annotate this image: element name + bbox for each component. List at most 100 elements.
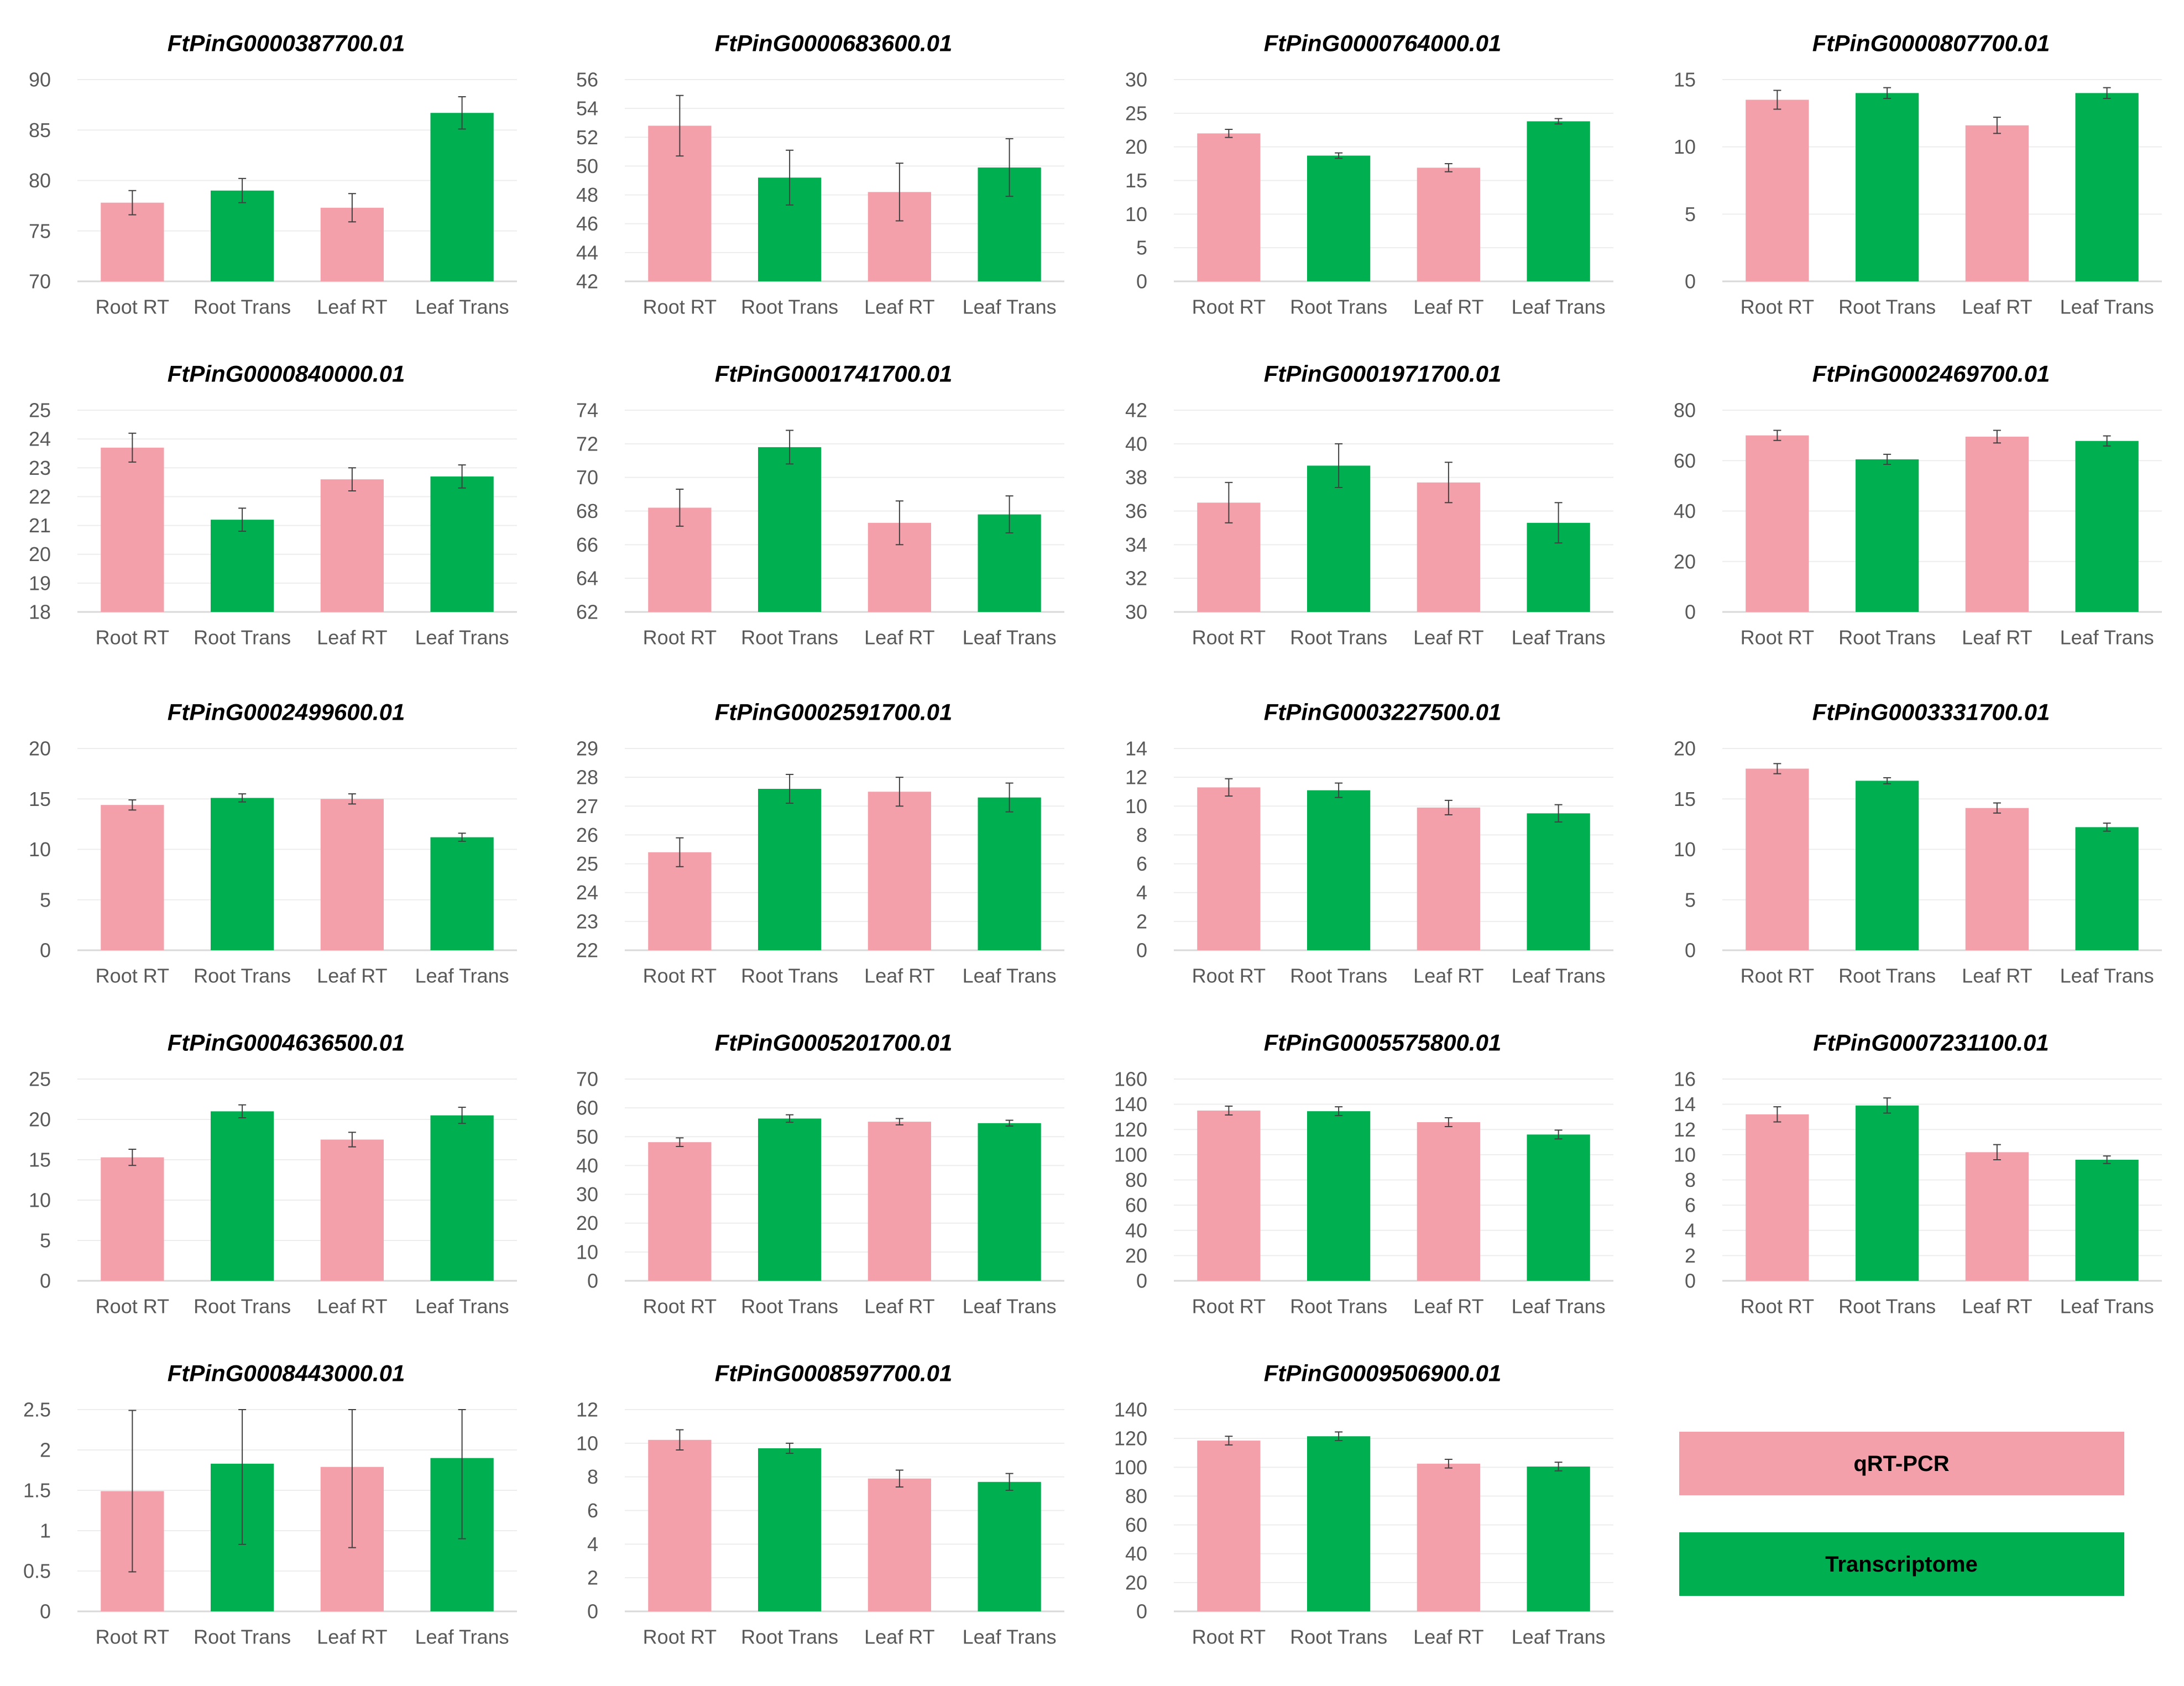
y-tick-label: 5 [40,888,51,911]
y-tick-label: 8 [587,1465,598,1488]
x-tick-label: Leaf Trans [963,296,1057,318]
y-tick-label: 68 [576,500,598,522]
y-tick-label: 0 [1685,601,1696,624]
y-tick-label: 10 [1674,838,1696,861]
chart-panel: 0 10 20 30 40 50 60 70 Root RT Root Trans Leaf RT L… [576,1030,1064,1318]
y-tick-label: 90 [29,69,51,91]
y-tick-label: 12 [576,1399,598,1421]
y-tick-label: 5 [1685,203,1696,226]
x-tick-label: Leaf Trans [2060,965,2154,987]
bar-leaf-trans [2075,93,2139,282]
x-tick-label: Root RT [643,1626,717,1648]
bar-root-rt [1746,100,1809,281]
bar-root-rt [1197,1441,1261,1611]
y-tick-label: 10 [576,1240,598,1263]
bar-leaf-rt [868,1478,932,1611]
x-tick-label: Root RT [96,296,169,318]
bar-leaf-rt [320,1139,384,1281]
y-tick-label: 44 [576,241,598,264]
x-tick-label: Leaf RT [1413,296,1483,318]
y-tick-label: 0 [1136,270,1147,293]
y-tick-label: 12 [1125,766,1147,789]
y-tick-label: 23 [29,457,51,479]
bar-leaf-trans [1527,121,1590,281]
bar-root-trans [210,190,274,281]
chart-panel: 62 64 66 68 70 72 74 Root RT Root Trans Leaf RT Le… [576,361,1064,649]
y-tick-label: 4 [587,1533,598,1556]
chart-title: FtPinG0003227500.01 [1264,699,1502,725]
x-tick-label: Leaf Trans [963,1295,1057,1318]
x-tick-label: Root Trans [194,965,291,987]
y-tick-label: 15 [1674,69,1696,91]
x-tick-label: Leaf Trans [1512,626,1606,649]
chart-title: FtPinG0005575800.01 [1264,1030,1502,1056]
y-tick-label: 6 [587,1499,598,1522]
bar-leaf-rt [1965,125,2029,281]
y-tick-label: 40 [1125,432,1147,455]
chart-panel: 70 75 80 85 90 Root RT Root Trans Leaf RT Leaf T… [29,30,517,318]
bar-leaf-trans [2075,827,2139,950]
y-tick-label: 1 [40,1520,51,1542]
y-tick-label: 25 [576,852,598,875]
y-tick-label: 6 [1685,1194,1696,1217]
x-tick-label: Root Trans [194,1295,291,1318]
y-tick-label: 70 [576,466,598,489]
x-tick-label: Leaf Trans [2060,1295,2154,1318]
x-tick-label: Leaf Trans [1512,1295,1606,1318]
bar-leaf-rt [1965,1152,2029,1281]
x-tick-label: Leaf Trans [1512,1626,1606,1648]
bar-root-rt [101,1157,164,1281]
y-tick-label: 2 [1136,910,1147,933]
bar-leaf-rt [868,1122,932,1281]
bar-leaf-trans [430,1115,494,1281]
chart-title: FtPinG0002591700.01 [715,699,953,725]
x-tick-label: Leaf RT [864,1626,934,1648]
y-tick-label: 20 [1125,1571,1147,1594]
legend-swatch-transcriptome [1679,1532,2124,1596]
y-tick-label: 25 [29,1068,51,1091]
chart-panel: 0 5 10 15 20 Root RT Root Trans Leaf RT Leaf Tra… [29,699,517,987]
chart-title: FtPinG0003331700.01 [1812,699,2050,725]
y-tick-label: 4 [1136,881,1147,904]
y-tick-label: 54 [576,97,598,120]
x-tick-label: Leaf RT [864,626,934,649]
y-tick-label: 120 [1114,1427,1147,1450]
chart-title: FtPinG0002469700.01 [1812,361,2050,387]
chart-title: FtPinG0008443000.01 [168,1360,405,1386]
x-tick-label: Root Trans [741,1626,838,1648]
bar-leaf-rt [1417,1463,1481,1611]
y-tick-label: 0 [1685,939,1696,962]
y-tick-label: 20 [1674,550,1696,573]
bar-root-rt [101,805,164,950]
x-tick-label: Root RT [96,965,169,987]
y-tick-label: 0 [40,1600,51,1623]
x-tick-label: Root Trans [194,626,291,649]
y-tick-label: 0 [587,1600,598,1623]
y-tick-label: 20 [1125,1244,1147,1267]
x-tick-label: Root RT [1192,626,1266,649]
chart-panel: 42 44 46 48 50 52 54 56 Root RT Root Trans Leaf RT… [576,30,1064,318]
bar-root-rt [648,852,712,950]
chart-title: FtPinG0002499600.01 [168,699,405,725]
y-tick-label: 120 [1114,1118,1147,1141]
chart-panel: 0 5 10 15 20 25 Root RT Root Trans Leaf RT Leaf T… [29,1030,517,1318]
x-tick-label: Leaf RT [864,296,934,318]
y-tick-label: 20 [576,1212,598,1234]
x-tick-label: Root RT [643,626,717,649]
x-tick-label: Root Trans [741,626,838,649]
y-tick-label: 0 [1136,1270,1147,1292]
bar-root-trans [757,789,822,950]
y-tick-label: 46 [576,212,598,235]
y-tick-label: 42 [1125,399,1147,422]
y-tick-label: 20 [1125,135,1147,158]
x-tick-label: Root RT [643,1295,717,1318]
bar-leaf-trans [978,797,1041,950]
bar-leaf-rt [320,799,384,950]
bar-root-rt [1746,435,1809,612]
x-tick-label: Leaf Trans [415,296,509,318]
y-tick-label: 19 [29,572,51,594]
y-tick-label: 6 [1136,852,1147,875]
y-tick-label: 1.5 [23,1479,51,1502]
